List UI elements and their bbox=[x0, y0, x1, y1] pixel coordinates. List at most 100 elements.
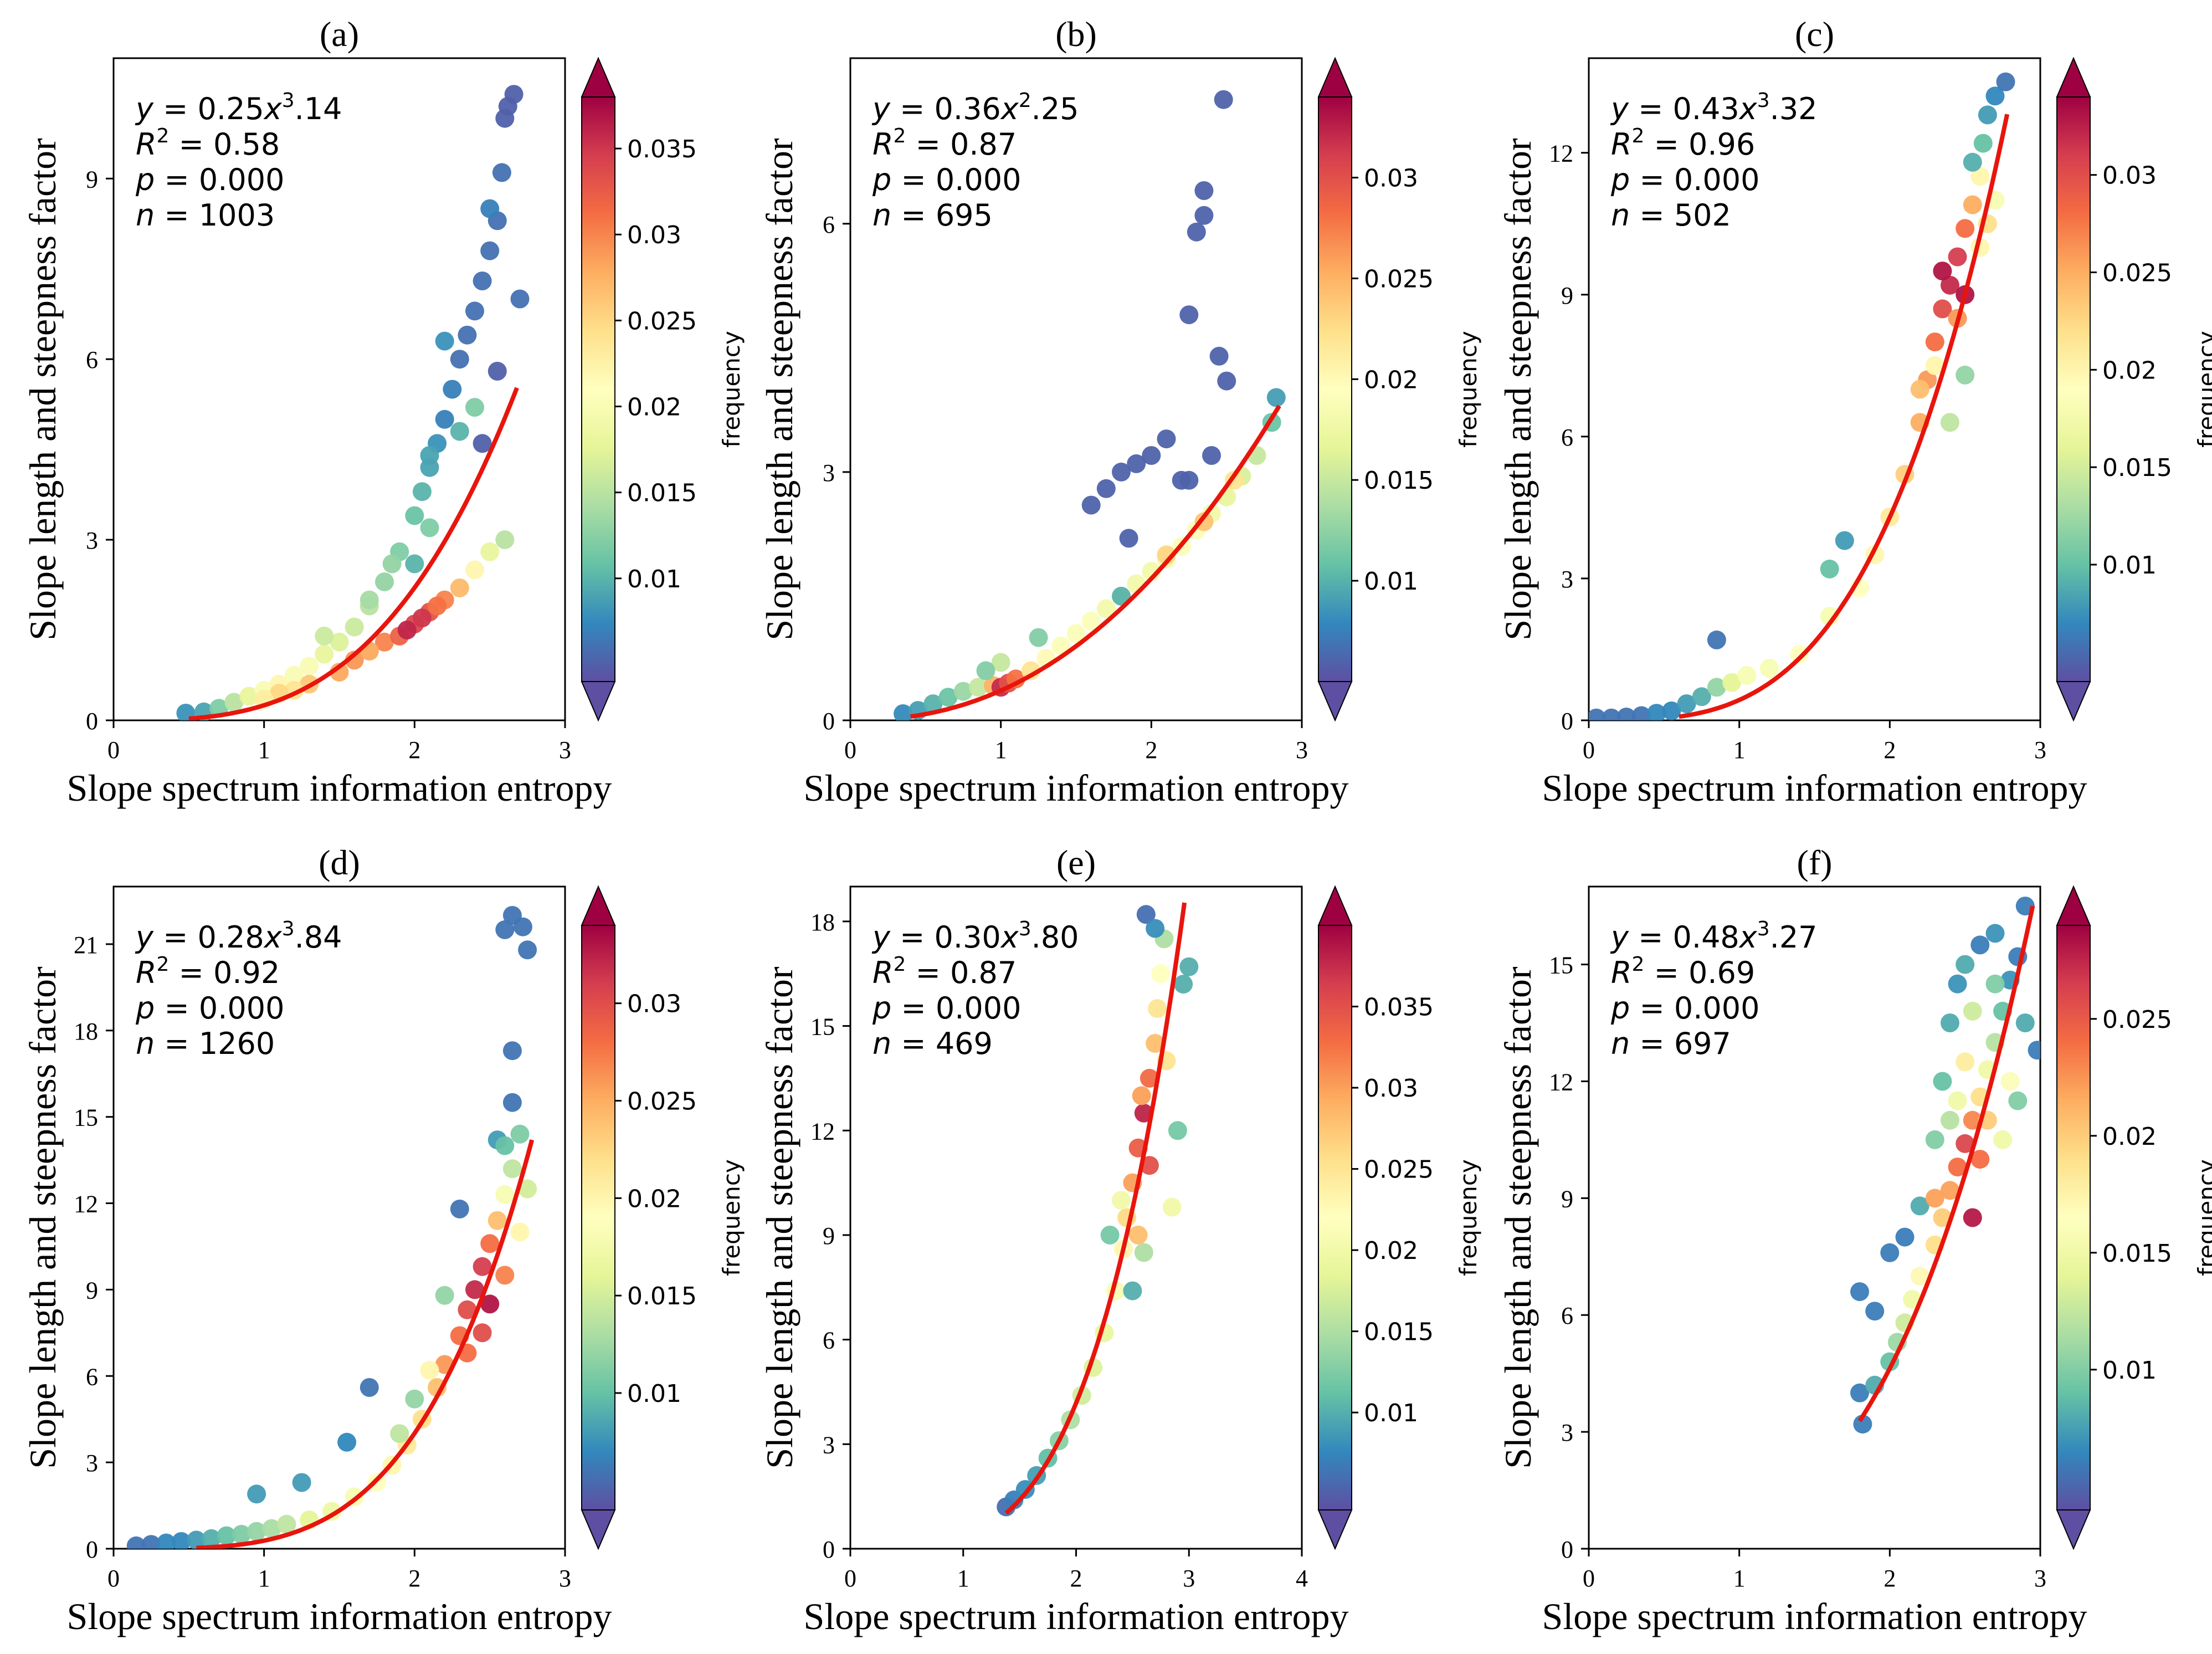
colorbar-min-extend bbox=[2056, 681, 2091, 722]
data-point bbox=[285, 665, 304, 685]
data-point bbox=[1142, 446, 1161, 465]
colorbar-tick-label: 0.03 bbox=[1364, 165, 1418, 193]
plot-content bbox=[1589, 72, 2015, 720]
stat-value: 0.96 bbox=[1688, 127, 1755, 162]
data-point bbox=[923, 694, 943, 714]
y-tick-label: 6 bbox=[823, 1327, 835, 1354]
equation-equals: = bbox=[890, 91, 935, 126]
equation-label: y = 0.30x3.80 bbox=[871, 918, 1079, 955]
data-point bbox=[202, 1529, 221, 1548]
stat-symbol: R bbox=[1611, 955, 1632, 990]
data-point bbox=[300, 657, 319, 676]
data-point bbox=[502, 1041, 522, 1061]
plot-content bbox=[176, 85, 530, 720]
data-point bbox=[412, 482, 432, 501]
stat-equals: = bbox=[906, 955, 950, 990]
colorbar-label: frequency bbox=[1455, 331, 1482, 448]
data-point bbox=[894, 704, 913, 720]
colorbar-gradient bbox=[581, 96, 615, 682]
y-tick-label: 15 bbox=[74, 1104, 98, 1131]
data-point bbox=[1146, 919, 1165, 938]
x-tick-label: 3 bbox=[559, 736, 571, 764]
stat-equals: = bbox=[169, 127, 213, 162]
y-tick-label: 3 bbox=[1561, 1419, 1573, 1446]
equation-exp: 3 bbox=[282, 918, 295, 940]
colorbar-max-extend bbox=[2056, 885, 2091, 926]
y-tick-label: 0 bbox=[823, 708, 835, 735]
y-tick-label: 18 bbox=[74, 1018, 98, 1045]
data-point bbox=[232, 1525, 251, 1544]
stat-value: 0.000 bbox=[936, 991, 1022, 1026]
stat-n: n = 695 bbox=[873, 198, 993, 233]
stat-value: 0.000 bbox=[1674, 162, 1760, 197]
data-point bbox=[473, 434, 492, 453]
y-tick-label: 18 bbox=[810, 909, 835, 936]
stat-value: 469 bbox=[936, 1026, 993, 1061]
y-axis-label: Slope length and steepness factor bbox=[758, 966, 800, 1469]
data-point bbox=[510, 1124, 530, 1144]
data-point bbox=[1217, 371, 1236, 391]
equation-equals: = bbox=[890, 920, 935, 955]
data-point bbox=[412, 608, 432, 628]
colorbar-tick-label: 0.03 bbox=[1364, 1074, 1418, 1103]
colorbar-tick-label: 0.03 bbox=[627, 221, 681, 249]
colorbar-gradient bbox=[2056, 96, 2091, 682]
data-point bbox=[1707, 630, 1726, 649]
panel-title: (e) bbox=[1056, 843, 1096, 882]
colorbar-tick-label: 0.02 bbox=[2102, 1123, 2157, 1151]
fit-curve bbox=[196, 1139, 535, 1549]
x-tick-label: 2 bbox=[1145, 736, 1157, 764]
colorbar-tick-label: 0.015 bbox=[1364, 467, 1434, 495]
data-point bbox=[1128, 1225, 1148, 1245]
data-point bbox=[1925, 1189, 1944, 1208]
data-point bbox=[510, 289, 530, 309]
stat-n: n = 697 bbox=[1611, 1026, 1731, 1061]
plot-area bbox=[1588, 57, 2041, 721]
data-point bbox=[360, 1378, 379, 1397]
stat-value: 1260 bbox=[199, 1026, 275, 1061]
stat-p: p = 0.000 bbox=[872, 162, 1021, 197]
data-point bbox=[450, 1199, 469, 1218]
data-point bbox=[1168, 1121, 1187, 1140]
stat-value: 0.69 bbox=[1688, 955, 1755, 990]
data-point bbox=[504, 85, 524, 104]
colorbar-max-extend bbox=[1317, 885, 1353, 926]
data-point bbox=[247, 1484, 266, 1504]
x-tick-label: 0 bbox=[107, 1565, 120, 1592]
x-tick-label: 1 bbox=[258, 736, 270, 764]
data-point bbox=[1948, 1158, 1967, 1177]
colorbar-min-extend bbox=[1317, 1509, 1353, 1550]
data-point bbox=[1993, 1130, 2013, 1149]
colorbar-tick-label: 0.02 bbox=[627, 1185, 681, 1213]
colorbar-tick-label: 0.035 bbox=[627, 135, 697, 163]
x-tick-label: 3 bbox=[559, 1565, 571, 1592]
data-point bbox=[1973, 134, 1993, 153]
stat-superscript: 2 bbox=[157, 125, 170, 147]
data-point bbox=[405, 554, 424, 573]
data-point bbox=[1157, 429, 1176, 449]
colorbar-label: frequency bbox=[2193, 1159, 2212, 1276]
data-point bbox=[1970, 167, 1990, 186]
data-point bbox=[1963, 1001, 1982, 1021]
data-point bbox=[976, 661, 995, 680]
data-point bbox=[1112, 586, 1131, 606]
data-point bbox=[1707, 678, 1726, 697]
x-tick-label: 1 bbox=[995, 736, 1007, 764]
colorbar: 0.01 0.015 0.02 0.025 0.03 frequency bbox=[2056, 57, 2212, 722]
equation-label: y = 0.36x2.25 bbox=[871, 89, 1079, 126]
x-axis-label: Slope spectrum information entropy bbox=[804, 767, 1349, 809]
colorbar-tick-label: 0.01 bbox=[2102, 1356, 2157, 1385]
plot-content bbox=[126, 906, 537, 1549]
stat-symbol: p bbox=[135, 162, 155, 197]
data-point bbox=[495, 1185, 515, 1204]
colorbar-gradient bbox=[1318, 925, 1352, 1510]
colorbar-label: frequency bbox=[718, 1159, 745, 1276]
data-point bbox=[1647, 704, 1666, 720]
data-point bbox=[1123, 1281, 1142, 1300]
data-point bbox=[1677, 694, 1696, 714]
stat-value: 0.92 bbox=[213, 955, 280, 990]
equation-x: x bbox=[1000, 920, 1019, 955]
x-tick-label: 4 bbox=[1296, 1565, 1308, 1592]
fit-curve bbox=[188, 387, 519, 720]
